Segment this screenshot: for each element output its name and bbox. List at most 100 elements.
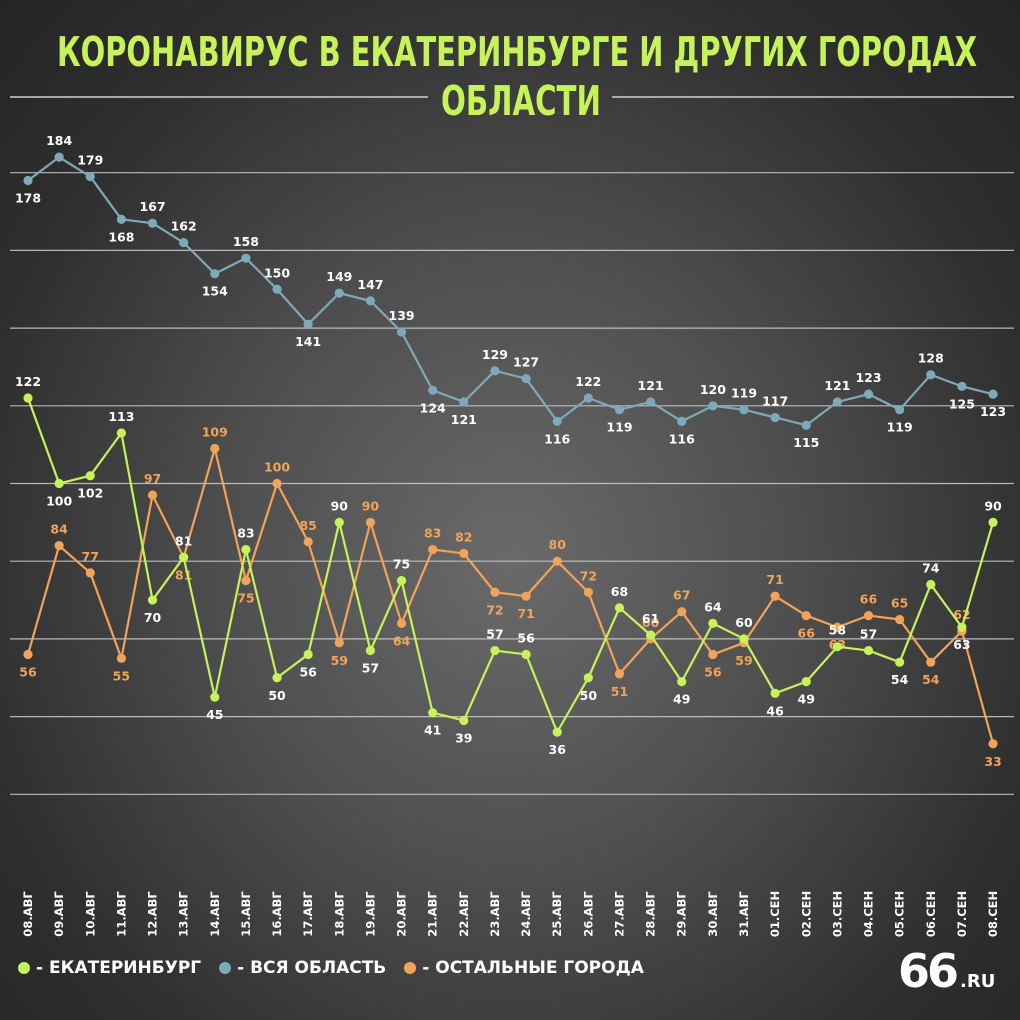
data-label-other: 82 [455,529,472,544]
data-label-region: 141 [295,334,321,349]
data-point-region [614,405,625,415]
data-label-other: 51 [611,684,628,699]
data-label-ekb: 49 [798,692,815,707]
gridlines [10,172,1014,795]
data-label-region: 116 [544,431,570,446]
data-point-region [863,389,874,399]
x-tick-label: 23.АВГ [488,891,502,937]
data-label-other: 66 [860,592,878,607]
data-label-other: 109 [202,425,228,440]
data-label-region: 116 [669,431,695,446]
data-label-region: 117 [762,393,788,408]
data-label-ekb: 54 [891,672,909,687]
data-label-ekb: 90 [331,498,349,513]
data-point-ekb [428,708,438,718]
x-tick-label: 21.АВГ [426,891,440,937]
data-point-ekb [646,630,656,640]
data-label-ekb: 56 [299,664,317,679]
data-point-region [677,416,687,426]
data-label-other: 67 [673,588,690,603]
logo-66ru: 66 .RU [898,944,995,998]
data-label-region: 119 [606,420,632,435]
data-point-ekb [521,649,531,660]
data-point-other [490,587,500,597]
x-tick-label: 10.АВГ [83,891,97,937]
x-tick-label: 11.АВГ [114,891,128,937]
data-point-ekb [801,677,811,687]
x-tick-label: 08.АВГ [21,891,35,937]
data-label-region: 162 [171,219,197,234]
data-point-other [988,739,998,749]
data-point-other [428,544,438,555]
data-label-other: 54 [922,672,940,687]
data-point-region [272,284,282,294]
x-tick-label: 18.АВГ [332,891,346,937]
data-label-region: 167 [139,199,165,214]
data-point-ekb [708,618,718,628]
data-label-region: 121 [638,378,664,393]
x-tick-label: 17.АВГ [301,891,315,937]
data-point-other [926,657,936,667]
x-tick-label: 15.АВГ [239,891,253,937]
data-point-ekb [179,552,189,562]
data-label-other: 60 [642,615,660,630]
data-point-ekb [614,603,625,613]
data-label-other: 72 [580,568,597,583]
data-label-region: 120 [700,382,726,397]
x-tick-label: 28.АВГ [644,891,658,937]
data-label-other: 90 [362,498,380,513]
x-tick-label: 25.АВГ [550,891,564,937]
legend-label-other: - ОСТАЛЬНЫЕ ГОРОДА [422,958,644,978]
x-tick-label: 01.СЕН [768,891,782,937]
data-label-ekb: 57 [860,627,877,642]
data-point-other [895,614,905,625]
data-label-region: 129 [482,347,508,362]
data-label-other: 77 [82,549,99,564]
legend: - ЕКАТЕРИНБУРГ - ВСЯ ОБЛАСТЬ - ОСТАЛЬНЫЕ… [18,958,644,978]
data-label-other: 59 [331,653,348,668]
data-point-region [116,214,126,224]
data-label-other: 85 [299,518,316,533]
data-label-other: 100 [264,460,290,475]
data-label-ekb: 64 [704,599,722,614]
data-point-other [832,622,842,632]
data-point-region [739,405,749,415]
data-label-region: 128 [918,351,944,366]
x-tick-label: 31.АВГ [737,891,751,937]
data-point-region [988,389,998,399]
data-point-region [334,288,344,298]
data-point-ekb [770,688,780,698]
data-point-other [459,548,469,559]
data-point-ekb [583,673,593,683]
data-point-ekb [85,471,95,481]
data-point-ekb [54,478,64,489]
legend-item-other: - ОСТАЛЬНЫЕ ГОРОДА [404,958,644,978]
data-point-ekb [272,673,282,683]
data-point-region [708,401,718,411]
data-point-region [241,253,251,263]
x-tick-label: 12.АВГ [146,891,160,937]
x-tick-label: 05.СЕН [893,891,907,937]
data-point-region [552,416,562,426]
data-label-ekb: 36 [549,742,567,757]
data-point-ekb [863,645,874,656]
data-point-ekb [895,657,905,667]
data-label-ekb: 50 [268,688,286,703]
x-tick-label: 13.АВГ [177,891,191,937]
x-tick-label: 08.СЕН [986,891,1000,937]
legend-label-region: - ВСЯ ОБЛАСТЬ [237,958,387,978]
series-region: 178 184 179 168 167 162 154 158 150 141 149 147 139 1… [15,133,1006,450]
data-point-ekb [957,622,967,632]
data-label-other: 84 [50,522,68,537]
x-tick-label: 14.АВГ [208,891,222,937]
data-label-other: 97 [144,471,161,486]
data-label-ekb: 49 [673,692,690,707]
data-point-ekb [303,649,313,660]
data-label-region: 127 [513,355,539,370]
x-tick-label: 30.АВГ [706,891,720,937]
data-label-ekb: 102 [77,486,103,501]
x-tick-label: 20.АВГ [395,891,409,937]
series-line-ekb [26,397,995,734]
logo-suffix: .RU [960,971,996,992]
data-point-other [863,610,874,621]
